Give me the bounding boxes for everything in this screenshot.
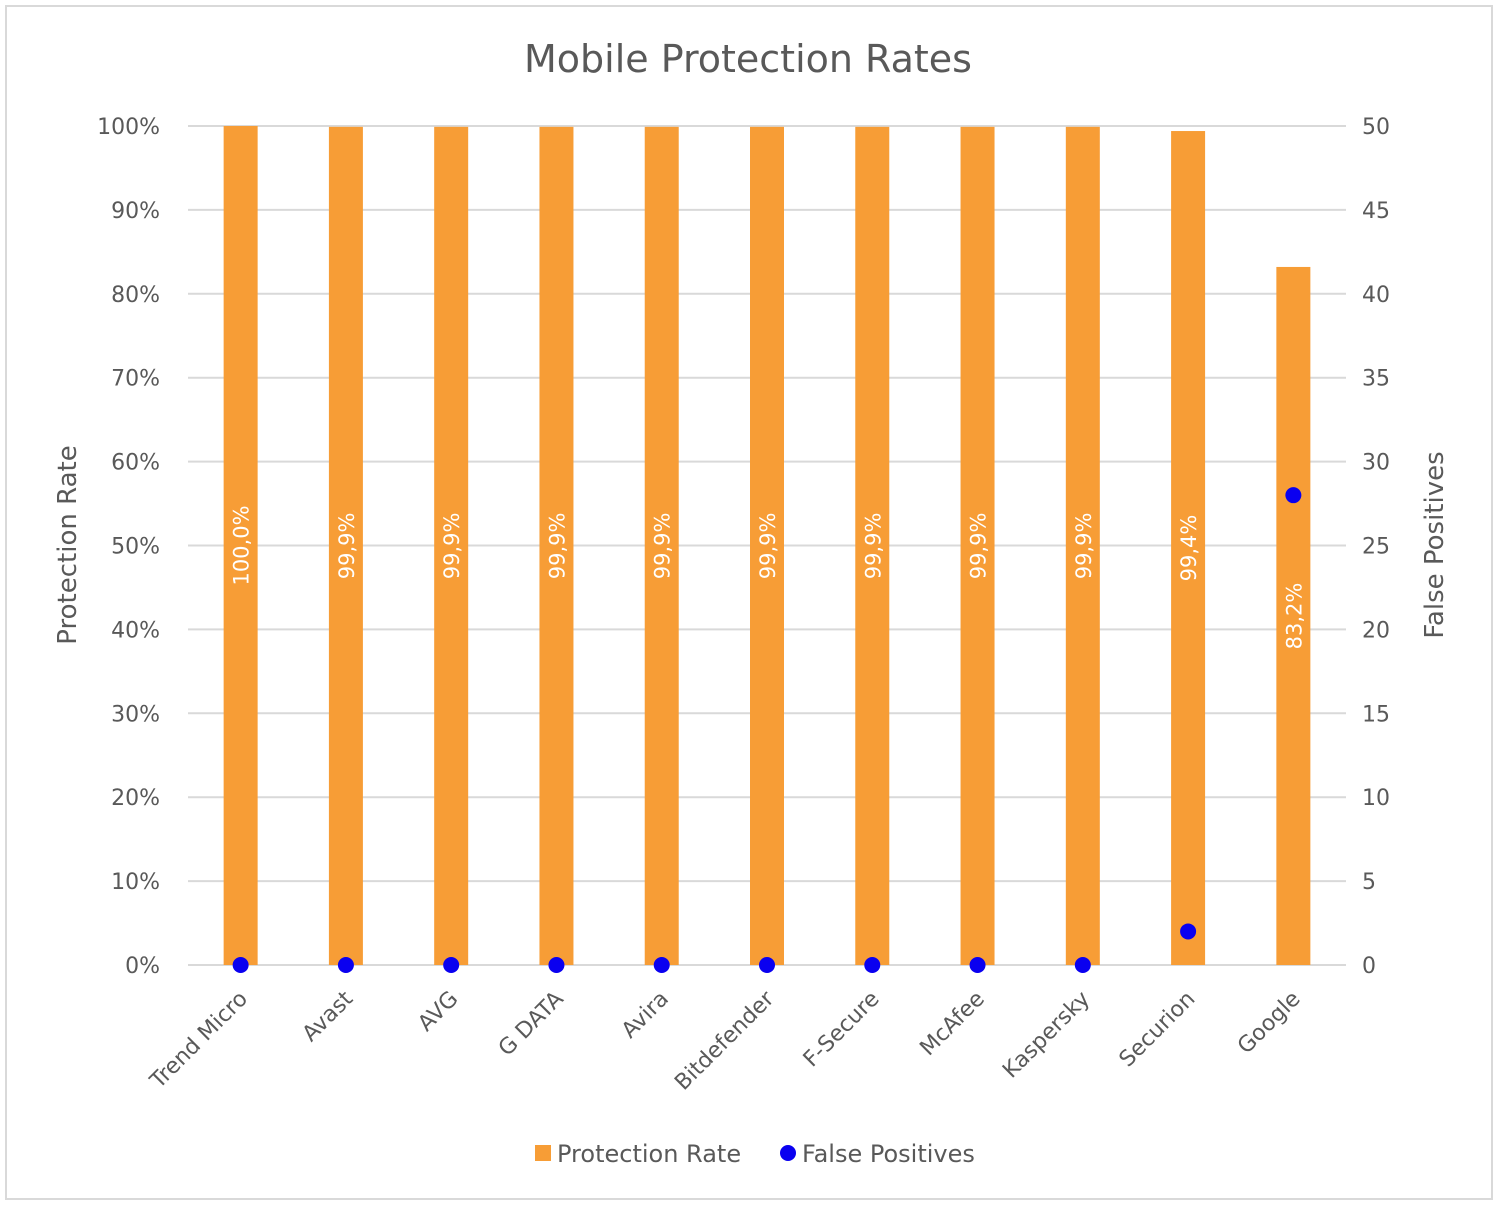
false-positive-point bbox=[653, 957, 670, 973]
false-positive-point bbox=[864, 957, 881, 973]
y-tick-label-left: 40% bbox=[111, 618, 160, 643]
bar-data-label: 99,9% bbox=[756, 513, 780, 580]
false-positive-point bbox=[548, 957, 565, 973]
false-positive-point bbox=[337, 957, 354, 973]
false-positive-point bbox=[969, 957, 986, 973]
y-tick-label-left: 90% bbox=[111, 199, 160, 224]
y-axis-label-right: False Positives bbox=[1420, 451, 1450, 638]
legend-marker-false-positives bbox=[780, 1145, 796, 1161]
false-positive-point bbox=[443, 957, 460, 973]
y-tick-label-left: 100% bbox=[97, 115, 160, 140]
y-tick-label-right: 25 bbox=[1362, 535, 1390, 560]
bar-data-label: 99,9% bbox=[1072, 513, 1096, 580]
bar-data-label: 99,9% bbox=[861, 513, 885, 580]
x-tick-label: Securion bbox=[1115, 987, 1201, 1073]
x-tick-label: Kaspersky bbox=[998, 987, 1095, 1084]
bar-data-label: 99,9% bbox=[967, 513, 991, 580]
legend: Protection Rate False Positives bbox=[535, 1140, 975, 1168]
bar bbox=[960, 126, 995, 966]
bar bbox=[750, 126, 784, 966]
false-positive-point bbox=[1180, 923, 1197, 940]
y-tick-label-right: 45 bbox=[1362, 199, 1390, 224]
y-tick-label-left: 70% bbox=[111, 367, 160, 392]
y-tick-label-left: 10% bbox=[111, 870, 160, 895]
bar-data-label: 99,9% bbox=[440, 513, 464, 580]
bar bbox=[1171, 131, 1206, 965]
bar bbox=[855, 126, 890, 966]
x-tick-label: Bitdefender bbox=[670, 986, 780, 1096]
y-tick-label-right: 15 bbox=[1362, 702, 1390, 727]
bar-data-label: 99,9% bbox=[545, 513, 569, 580]
y-tick-label-left: 30% bbox=[111, 702, 160, 727]
y-tick-label-left: 60% bbox=[111, 451, 160, 476]
bar-data-label: 100,0% bbox=[230, 505, 254, 585]
y-tick-label-left: 20% bbox=[111, 786, 160, 811]
false-positive-point bbox=[1285, 487, 1302, 504]
x-tick-label: Google bbox=[1233, 987, 1306, 1060]
y-tick-label-left: 80% bbox=[111, 283, 160, 308]
legend-label-false-positives: False Positives bbox=[802, 1140, 975, 1168]
bar-data-label: 99,9% bbox=[335, 513, 359, 580]
y-tick-label-right: 40 bbox=[1362, 283, 1390, 308]
bar bbox=[434, 126, 469, 966]
bar bbox=[539, 126, 574, 966]
bar bbox=[1065, 126, 1100, 966]
bar-data-label: 99,4% bbox=[1177, 515, 1201, 582]
x-tick-label: AVG bbox=[413, 987, 463, 1037]
chart-title: Mobile Protection Rates bbox=[524, 37, 972, 81]
y-tick-label-right: 20 bbox=[1362, 618, 1390, 643]
y-axis-label-left: Protection Rate bbox=[53, 445, 83, 644]
x-tick-label: Avast bbox=[298, 986, 359, 1047]
false-positive-point bbox=[759, 957, 775, 973]
x-tick-label: Trend Micro bbox=[145, 987, 253, 1095]
bar-data-label: 99,9% bbox=[651, 513, 675, 580]
y-tick-label-right: 0 bbox=[1362, 954, 1376, 979]
bar bbox=[1276, 266, 1311, 965]
false-positive-point bbox=[1074, 957, 1091, 973]
y-tick-label-left: 0% bbox=[125, 954, 160, 979]
bar bbox=[223, 126, 258, 965]
y-tick-label-right: 5 bbox=[1362, 870, 1376, 895]
y-tick-label-right: 35 bbox=[1362, 367, 1390, 392]
false-positive-point bbox=[232, 957, 249, 973]
y-tick-label-right: 10 bbox=[1362, 786, 1390, 811]
x-tick-label: G DATA bbox=[494, 987, 569, 1062]
bar-data-label: 83,2% bbox=[1282, 583, 1306, 650]
legend-swatch-protection-rate bbox=[535, 1145, 551, 1161]
legend-label-protection-rate: Protection Rate bbox=[557, 1140, 741, 1168]
y-tick-label-right: 30 bbox=[1362, 451, 1390, 476]
bar bbox=[328, 126, 363, 966]
x-tick-label: F-Secure bbox=[799, 987, 885, 1073]
y-tick-label-left: 50% bbox=[111, 535, 160, 560]
x-tick-label: McAfee bbox=[915, 987, 989, 1061]
x-tick-label: Avira bbox=[617, 987, 674, 1044]
y-tick-label-right: 50 bbox=[1362, 115, 1390, 140]
bar bbox=[644, 126, 679, 966]
